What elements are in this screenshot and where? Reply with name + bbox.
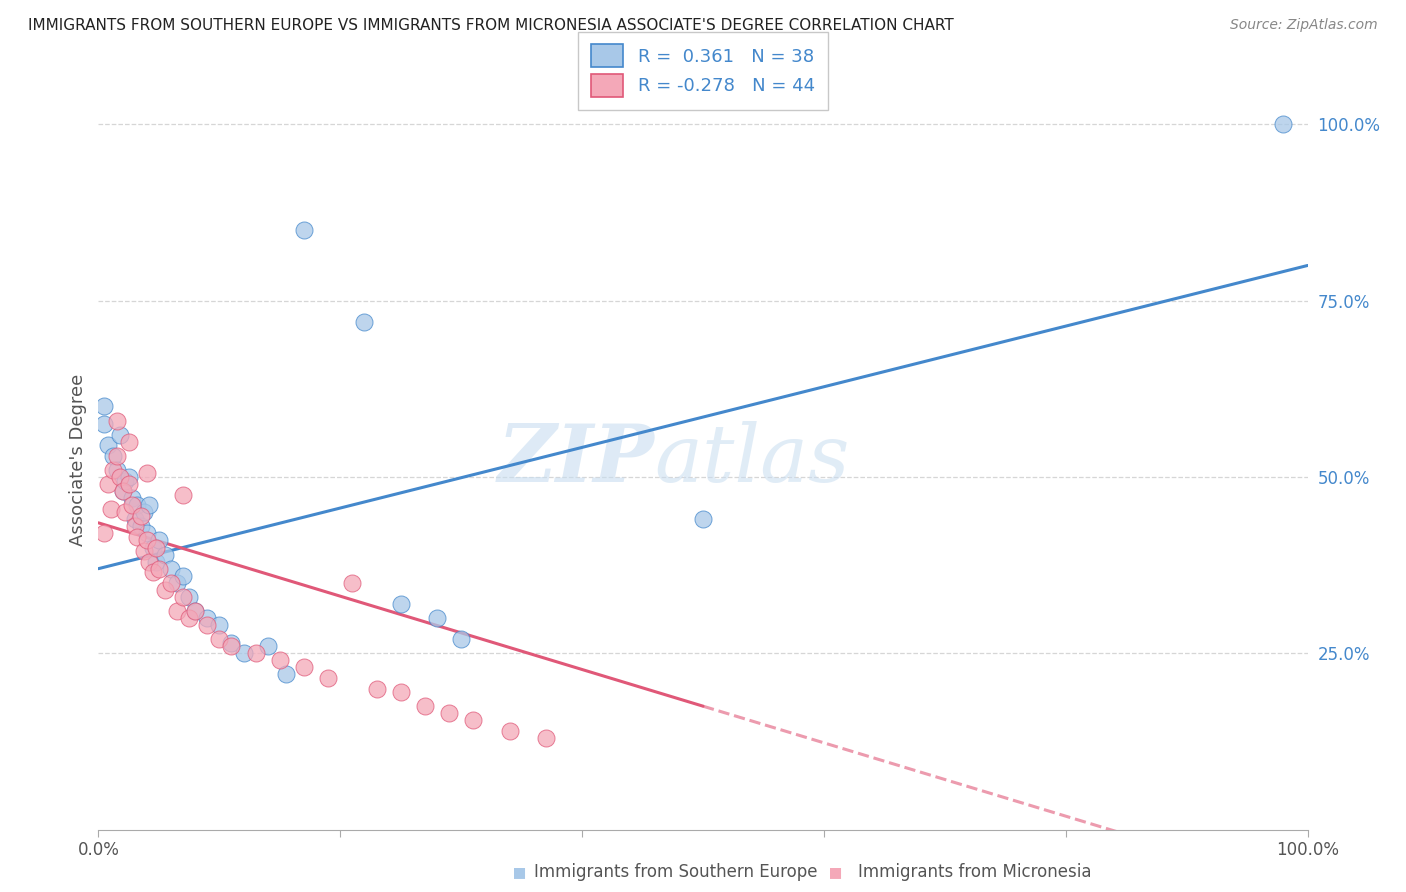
Point: [153, 548, 176, 562]
Point: [145, 555, 167, 569]
Point: [413, 699, 436, 714]
Point: [148, 533, 170, 548]
Point: [232, 646, 254, 660]
Point: [118, 434, 141, 449]
Point: [221, 636, 243, 650]
Point: [389, 685, 412, 699]
Point: [134, 505, 156, 519]
Point: [101, 449, 124, 463]
Point: [426, 611, 449, 625]
Point: [292, 223, 315, 237]
Point: [134, 544, 156, 558]
Point: [153, 582, 176, 597]
Point: [172, 590, 194, 604]
Point: [292, 660, 315, 674]
Point: [172, 568, 194, 582]
Text: Immigrants from Southern Europe: Immigrants from Southern Europe: [534, 863, 818, 881]
Point: [121, 498, 143, 512]
Point: [256, 639, 278, 653]
Point: [463, 713, 485, 727]
Text: IMMIGRANTS FROM SOUTHERN EUROPE VS IMMIGRANTS FROM MICRONESIA ASSOCIATE'S DEGREE: IMMIGRANTS FROM SOUTHERN EUROPE VS IMMIG…: [28, 18, 953, 33]
Point: [316, 671, 339, 685]
Point: [179, 590, 201, 604]
Point: [118, 477, 141, 491]
Point: [124, 519, 146, 533]
Point: [184, 604, 207, 618]
Point: [97, 438, 120, 452]
Point: [166, 604, 188, 618]
Point: [179, 611, 201, 625]
Point: [195, 611, 218, 625]
Text: ZIP: ZIP: [498, 421, 655, 498]
Point: [127, 498, 149, 512]
Point: [105, 414, 128, 428]
Point: [101, 463, 124, 477]
Point: [129, 519, 152, 533]
Point: [129, 508, 152, 523]
Point: [142, 565, 165, 579]
Point: [437, 706, 460, 721]
Point: [389, 597, 412, 611]
Point: [114, 505, 136, 519]
Text: atlas: atlas: [655, 421, 851, 498]
Legend: R =  0.361   N = 38, R = -0.278   N = 44: R = 0.361 N = 38, R = -0.278 N = 44: [578, 31, 828, 110]
Point: [221, 639, 243, 653]
Point: [108, 427, 131, 442]
Point: [208, 618, 231, 632]
Point: [135, 526, 157, 541]
Point: [148, 562, 170, 576]
Point: [1272, 118, 1295, 132]
Point: [274, 667, 297, 681]
Point: [118, 470, 141, 484]
Point: [135, 467, 157, 481]
Text: ▪: ▪: [828, 863, 844, 882]
Point: [195, 618, 218, 632]
Point: [114, 474, 136, 488]
Text: ▪: ▪: [512, 863, 527, 882]
Point: [342, 575, 364, 590]
Point: [160, 562, 183, 576]
Point: [145, 541, 167, 555]
Point: [142, 541, 165, 555]
Point: [366, 681, 388, 696]
Point: [269, 653, 291, 667]
Point: [105, 463, 128, 477]
Point: [93, 526, 115, 541]
Point: [111, 484, 134, 499]
Point: [172, 488, 194, 502]
Point: [100, 501, 122, 516]
Point: [498, 723, 520, 738]
Point: [245, 646, 267, 660]
Point: [97, 477, 120, 491]
Point: [166, 575, 188, 590]
Point: [127, 530, 149, 544]
Point: [93, 417, 115, 431]
Point: [184, 604, 207, 618]
Text: Source: ZipAtlas.com: Source: ZipAtlas.com: [1230, 18, 1378, 32]
Text: Immigrants from Micronesia: Immigrants from Micronesia: [858, 863, 1091, 881]
Point: [124, 512, 146, 526]
Point: [108, 470, 131, 484]
Y-axis label: Associate's Degree: Associate's Degree: [69, 373, 87, 546]
Point: [450, 632, 472, 647]
Point: [105, 449, 128, 463]
Point: [135, 533, 157, 548]
Point: [138, 555, 160, 569]
Point: [160, 575, 183, 590]
Point: [208, 632, 231, 647]
Point: [121, 491, 143, 505]
Point: [534, 731, 557, 745]
Point: [692, 512, 714, 526]
Point: [111, 484, 134, 499]
Point: [138, 498, 160, 512]
Point: [93, 400, 115, 414]
Point: [353, 315, 375, 329]
